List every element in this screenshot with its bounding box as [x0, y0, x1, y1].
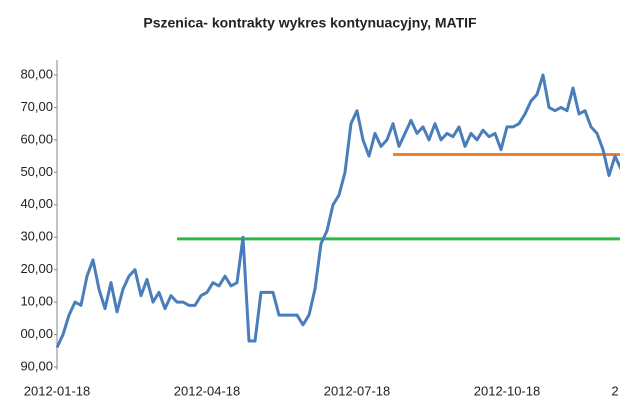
x-tick-label: 2012-10-18 — [474, 383, 541, 398]
chart-title: Pszenica- kontrakty wykres kontynuacyjny… — [143, 15, 477, 31]
x-tick-label: 2012-07-18 — [324, 383, 391, 398]
x-tick-label: 2012-01-18 — [24, 383, 91, 398]
y-tick-label: 50,00 — [20, 164, 53, 179]
y-tick-label: 00,00 — [20, 326, 53, 341]
y-tick-label: 10,00 — [20, 294, 53, 309]
line-series — [55, 73, 620, 349]
y-tick-label: 40,00 — [20, 196, 53, 211]
y-tick-label: 80,00 — [20, 66, 53, 81]
y-tick-label: 30,00 — [20, 229, 53, 244]
y-tick-label: 70,00 — [20, 99, 53, 114]
x-tick-label: 2 — [611, 383, 618, 398]
y-tick-label: 90,00 — [20, 358, 53, 373]
x-tick-label: 2012-04-18 — [174, 383, 241, 398]
y-tick-label: 20,00 — [20, 261, 53, 276]
y-tick-label: 60,00 — [20, 131, 53, 146]
